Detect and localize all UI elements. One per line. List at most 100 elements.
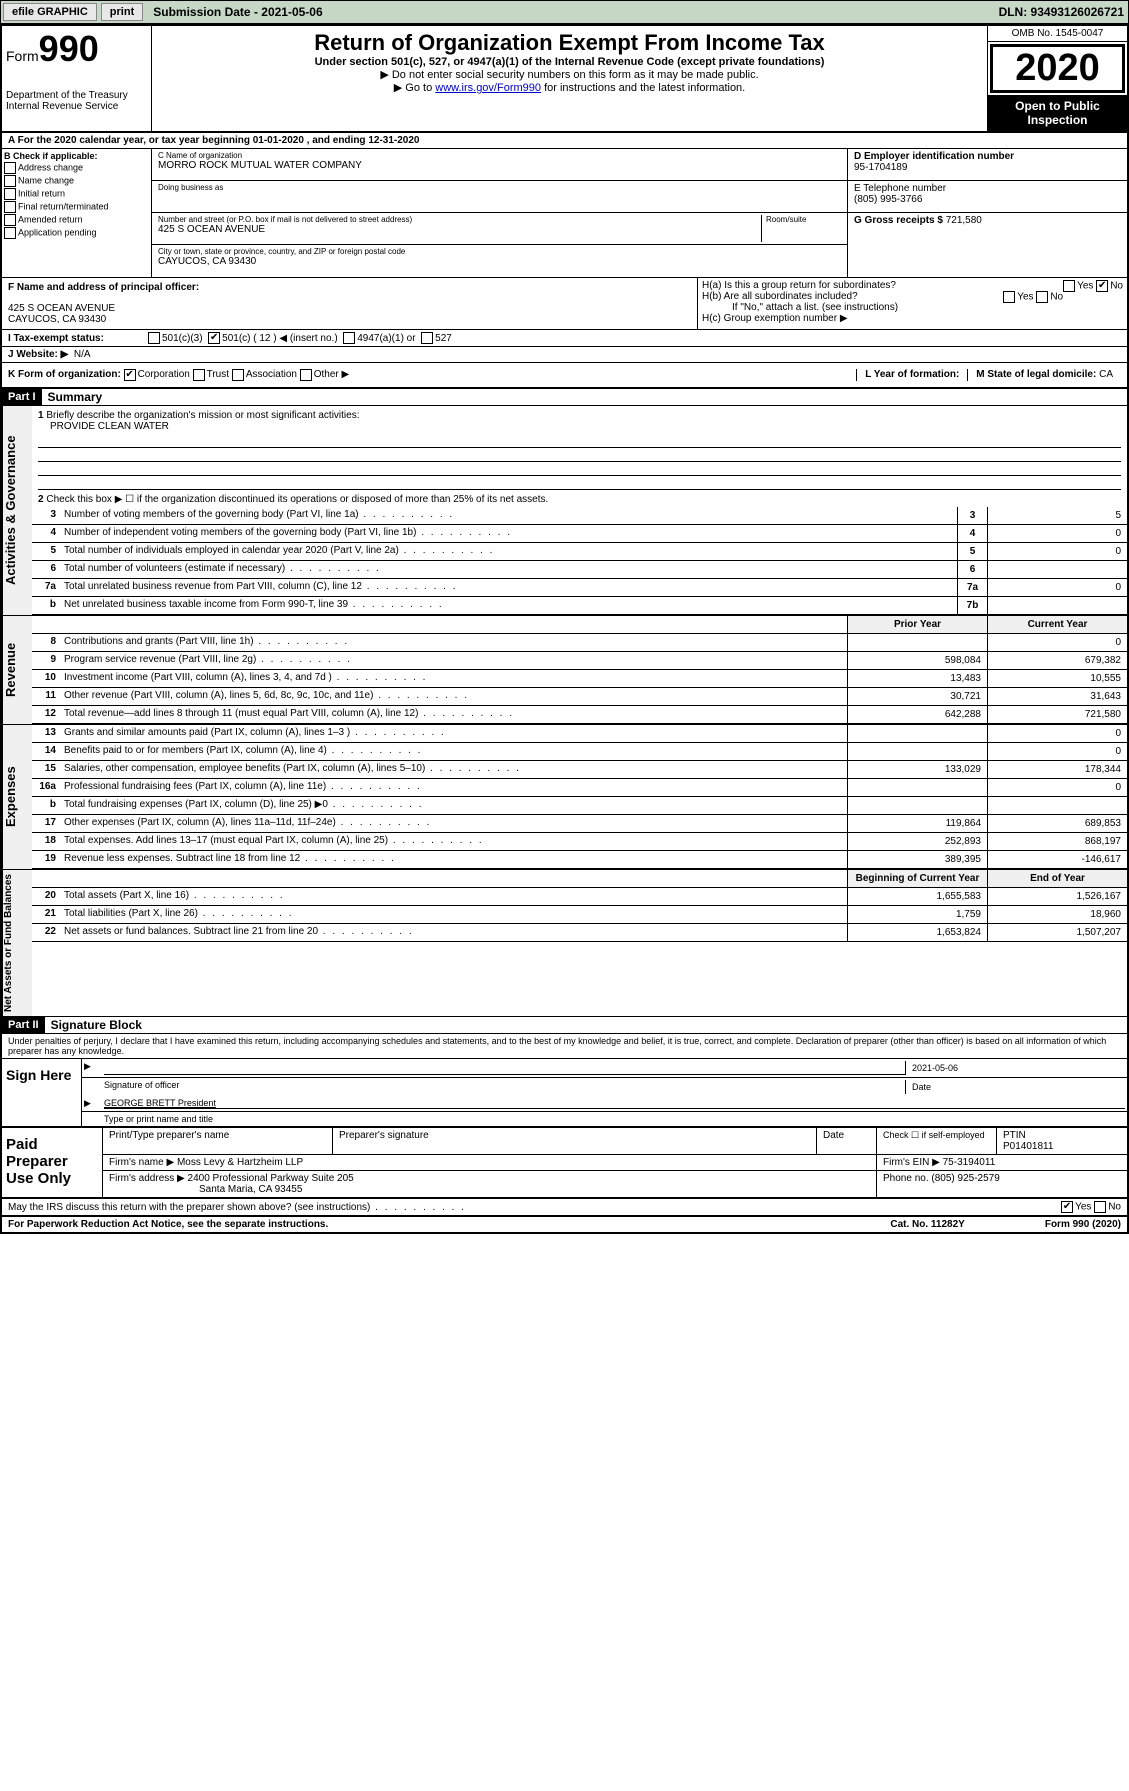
opt-trust[interactable]: Trust (207, 369, 229, 381)
efile-button[interactable]: efile GRAPHIC (3, 3, 97, 21)
discuss-row: May the IRS discuss this return with the… (2, 1199, 1127, 1217)
col-h-group: H(a) Is this a group return for subordin… (697, 278, 1127, 329)
prep-date-hdr: Date (817, 1128, 877, 1154)
org-city: CAYUCOS, CA 93430 (158, 256, 841, 267)
line-16a: 16aProfessional fundraising fees (Part I… (32, 779, 1127, 797)
part2-title: Signature Block (45, 1018, 142, 1032)
print-button[interactable]: print (101, 3, 143, 21)
net-header-row: Beginning of Current Year End of Year (32, 870, 1127, 888)
j-label: J Website: ▶ (8, 349, 68, 360)
form-number: 990 (39, 28, 99, 69)
line-7a: 7aTotal unrelated business revenue from … (32, 579, 1127, 597)
phone-value: (805) 925-2579 (931, 1173, 999, 1184)
instructions-link[interactable]: www.irs.gov/Form990 (435, 82, 541, 94)
form-subtitle: Under section 501(c), 527, or 4947(a)(1)… (156, 56, 983, 68)
opt-corp[interactable]: Corporation (138, 369, 190, 381)
line-11: 11Other revenue (Part VIII, column (A), … (32, 688, 1127, 706)
form-label: Form (6, 48, 39, 64)
opt-4947[interactable]: 4947(a)(1) or (357, 333, 415, 344)
l-label: L Year of formation: (856, 369, 967, 381)
website-value: N/A (74, 349, 91, 360)
row-i-status: I Tax-exempt status: 501(c)(3) 501(c) ( … (2, 330, 1127, 347)
col-prior: Prior Year (847, 616, 987, 633)
form-ref: Form 990 (2020) (1045, 1219, 1121, 1230)
part1-header: Part I Summary (2, 389, 1127, 406)
prep-sig-hdr: Preparer's signature (333, 1128, 817, 1154)
chk-initial[interactable]: Initial return (4, 188, 149, 200)
ha-label: H(a) Is this a group return for subordin… (702, 280, 896, 291)
d-tel-label: E Telephone number (854, 183, 1121, 194)
opt-501c[interactable]: 501(c) ( 12 ) ◀ (insert no.) (222, 333, 338, 344)
chk-pending[interactable]: Application pending (4, 227, 149, 239)
row-j-website: J Website: ▶ N/A (2, 347, 1127, 363)
mission-text: PROVIDE CLEAN WATER (38, 421, 169, 432)
line-14: 14Benefits paid to or for members (Part … (32, 743, 1127, 761)
sig-date-val: 2021-05-06 (912, 1063, 1119, 1073)
perjury-text: Under penalties of perjury, I declare th… (2, 1034, 1127, 1058)
form-note1: ▶ Do not enter social security numbers o… (156, 68, 983, 81)
prep-name-hdr: Print/Type preparer's name (103, 1128, 333, 1154)
line-9: 9Program service revenue (Part VIII, lin… (32, 652, 1127, 670)
section-fgh: F Name and address of principal officer:… (2, 278, 1127, 330)
ein-value: 95-1704189 (854, 162, 1121, 173)
section-bcd: B Check if applicable: Address change Na… (2, 149, 1127, 278)
net-assets-section: Net Assets or Fund Balances Beginning of… (2, 869, 1127, 1016)
note2-post: for instructions and the latest informat… (541, 82, 745, 94)
ptin-label: PTIN (1003, 1130, 1026, 1141)
officer-name: GEORGE BRETT President (104, 1098, 216, 1108)
form-title: Return of Organization Exempt From Incom… (156, 30, 983, 56)
prep-self-hdr: Check ☐ if self-employed (877, 1128, 997, 1154)
firm-addr1: 2400 Professional Parkway Suite 205 (188, 1173, 354, 1184)
org-name: MORRO ROCK MUTUAL WATER COMPANY (158, 160, 841, 171)
chk-final[interactable]: Final return/terminated (4, 201, 149, 213)
row-k-form-org: K Form of organization: Corporation Trus… (2, 363, 1127, 389)
firm-ein-label: Firm's EIN ▶ (883, 1157, 940, 1168)
line-22: 22Net assets or fund balances. Subtract … (32, 924, 1127, 942)
footer: For Paperwork Reduction Act Notice, see … (2, 1217, 1127, 1232)
chk-amended[interactable]: Amended return (4, 214, 149, 226)
top-bar: efile GRAPHIC print Submission Date - 20… (0, 0, 1129, 24)
officer-addr2: CAYUCOS, CA 93430 (8, 314, 691, 325)
col-end: End of Year (987, 870, 1127, 887)
firm-label: Firm's name ▶ (109, 1157, 174, 1168)
rev-header-row: Prior Year Current Year (32, 616, 1127, 634)
row-a-period: A For the 2020 calendar year, or tax yea… (2, 133, 1127, 149)
chk-address[interactable]: Address change (4, 162, 149, 174)
opt-assoc[interactable]: Association (246, 369, 297, 381)
firm-addr2: Santa Maria, CA 93455 (109, 1184, 302, 1195)
hc-label: H(c) Group exemption number ▶ (702, 313, 1123, 324)
discuss-label: May the IRS discuss this return with the… (8, 1202, 466, 1213)
col-b-checkboxes: B Check if applicable: Address change Na… (2, 149, 152, 277)
opt-527[interactable]: 527 (435, 333, 452, 344)
c-addr-label: Number and street (or P.O. box if mail i… (158, 215, 761, 224)
submission-date: Submission Date - 2021-05-06 (145, 5, 330, 19)
line-13: 13Grants and similar amounts paid (Part … (32, 725, 1127, 743)
opt-other[interactable]: Other ▶ (314, 369, 349, 381)
tel-value: (805) 995-3766 (854, 194, 1121, 205)
part2-header: Part II Signature Block (2, 1016, 1127, 1034)
line-18: 18Total expenses. Add lines 13–17 (must … (32, 833, 1127, 851)
cat-no: Cat. No. 11282Y (890, 1219, 964, 1230)
sidebar-governance: Activities & Governance (2, 406, 32, 615)
part1-title: Summary (42, 390, 103, 404)
line-10: 10Investment income (Part VIII, column (… (32, 670, 1127, 688)
dln-label: DLN: 93493126026721 (999, 5, 1128, 19)
k-label: K Form of organization: (8, 369, 121, 381)
preparer-label: Paid Preparer Use Only (2, 1128, 102, 1197)
q2-label: Check this box ▶ ☐ if the organization d… (46, 494, 548, 505)
line-b: bTotal fundraising expenses (Part IX, co… (32, 797, 1127, 815)
c-dba-label: Doing business as (158, 183, 841, 192)
opt-501c3[interactable]: 501(c)(3) (162, 333, 203, 344)
gross-label: G Gross receipts $ (854, 215, 943, 226)
c-name-label: C Name of organization (158, 151, 841, 160)
chk-name[interactable]: Name change (4, 175, 149, 187)
org-address: 425 S OCEAN AVENUE (158, 224, 761, 235)
line-b: bNet unrelated business taxable income f… (32, 597, 1127, 615)
sign-here-section: Sign Here ▶ 2021-05-06 Signature of offi… (2, 1058, 1127, 1126)
line-21: 21Total liabilities (Part X, line 26) 1,… (32, 906, 1127, 924)
sidebar-net: Net Assets or Fund Balances (2, 870, 32, 1016)
line-19: 19Revenue less expenses. Subtract line 1… (32, 851, 1127, 869)
ptin-value: P01401811 (1003, 1141, 1053, 1152)
line-12: 12Total revenue—add lines 8 through 11 (… (32, 706, 1127, 724)
line-6: 6Total number of volunteers (estimate if… (32, 561, 1127, 579)
